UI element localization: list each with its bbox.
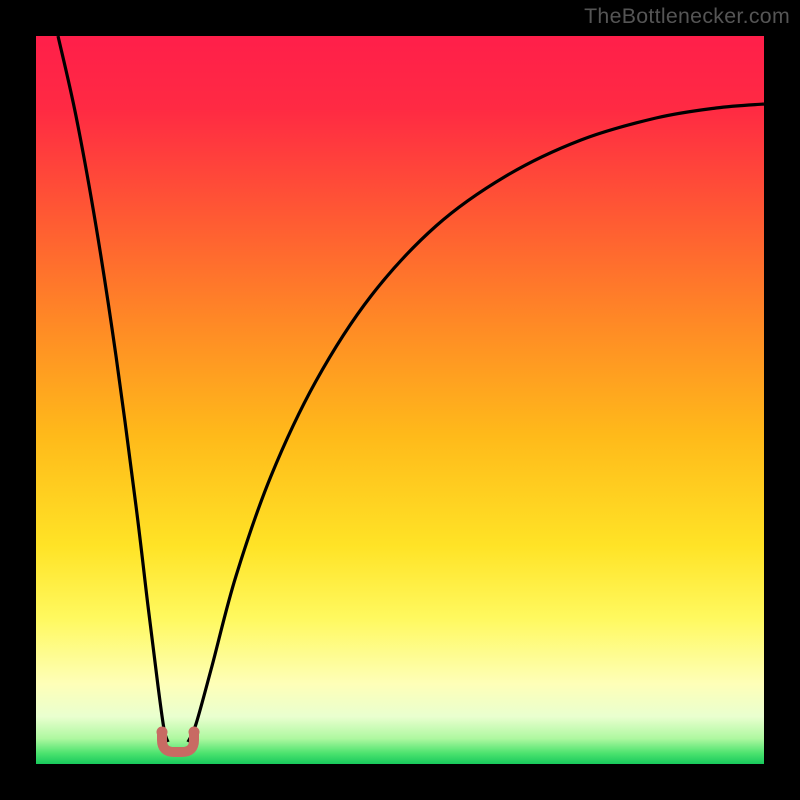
chart-container: TheBottlenecker.com [0, 0, 800, 800]
bump-dot-left [157, 727, 168, 738]
valley-bump [162, 732, 194, 752]
watermark-text: TheBottlenecker.com [584, 4, 790, 29]
left-curve [58, 36, 168, 742]
right-curve [188, 104, 764, 742]
bump-dot-right [189, 727, 200, 738]
plot-area [36, 36, 764, 764]
curve-layer [36, 36, 764, 764]
